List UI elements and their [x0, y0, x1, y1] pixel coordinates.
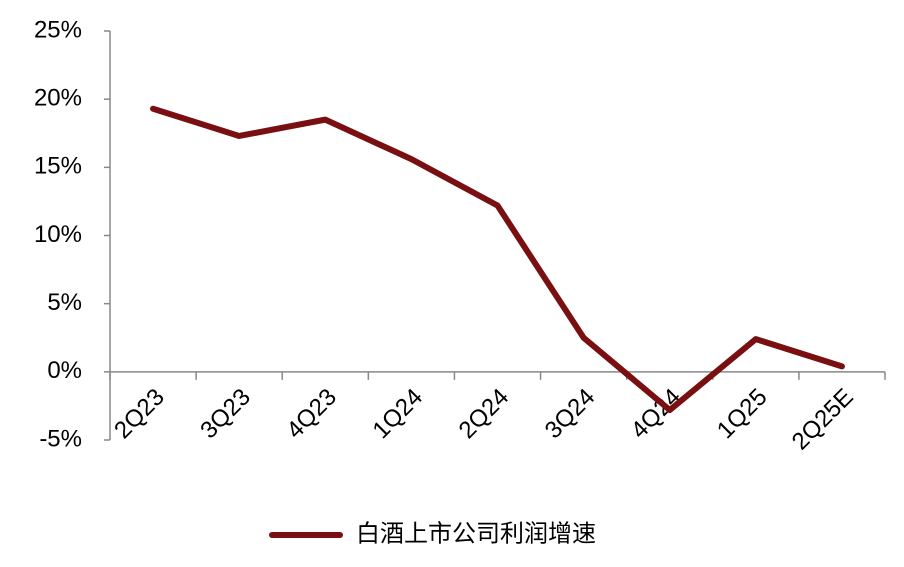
legend-label: 白酒上市公司利润增速 [356, 520, 596, 547]
x-tick-label: 1Q24 [368, 383, 429, 444]
x-tick-label: 3Q24 [540, 383, 601, 444]
y-tick-label: -5% [39, 425, 82, 452]
x-tick-label: 2Q23 [109, 383, 170, 444]
y-tick-label: 10% [34, 221, 82, 248]
x-tick-label: 3Q23 [195, 383, 256, 444]
y-tick-label: 0% [47, 357, 82, 384]
x-tick-label: 2Q25E [787, 383, 859, 455]
y-tick-label: 15% [34, 153, 82, 180]
y-tick-label: 5% [47, 289, 82, 316]
y-tick-label: 20% [34, 85, 82, 112]
x-tick-label: 4Q24 [626, 383, 687, 444]
x-tick-label: 1Q25 [712, 383, 773, 444]
x-tick-label: 2Q24 [454, 383, 515, 444]
x-tick-label: 4Q23 [281, 383, 342, 444]
y-tick-label: 25% [34, 16, 82, 43]
data-line [150, 105, 845, 414]
